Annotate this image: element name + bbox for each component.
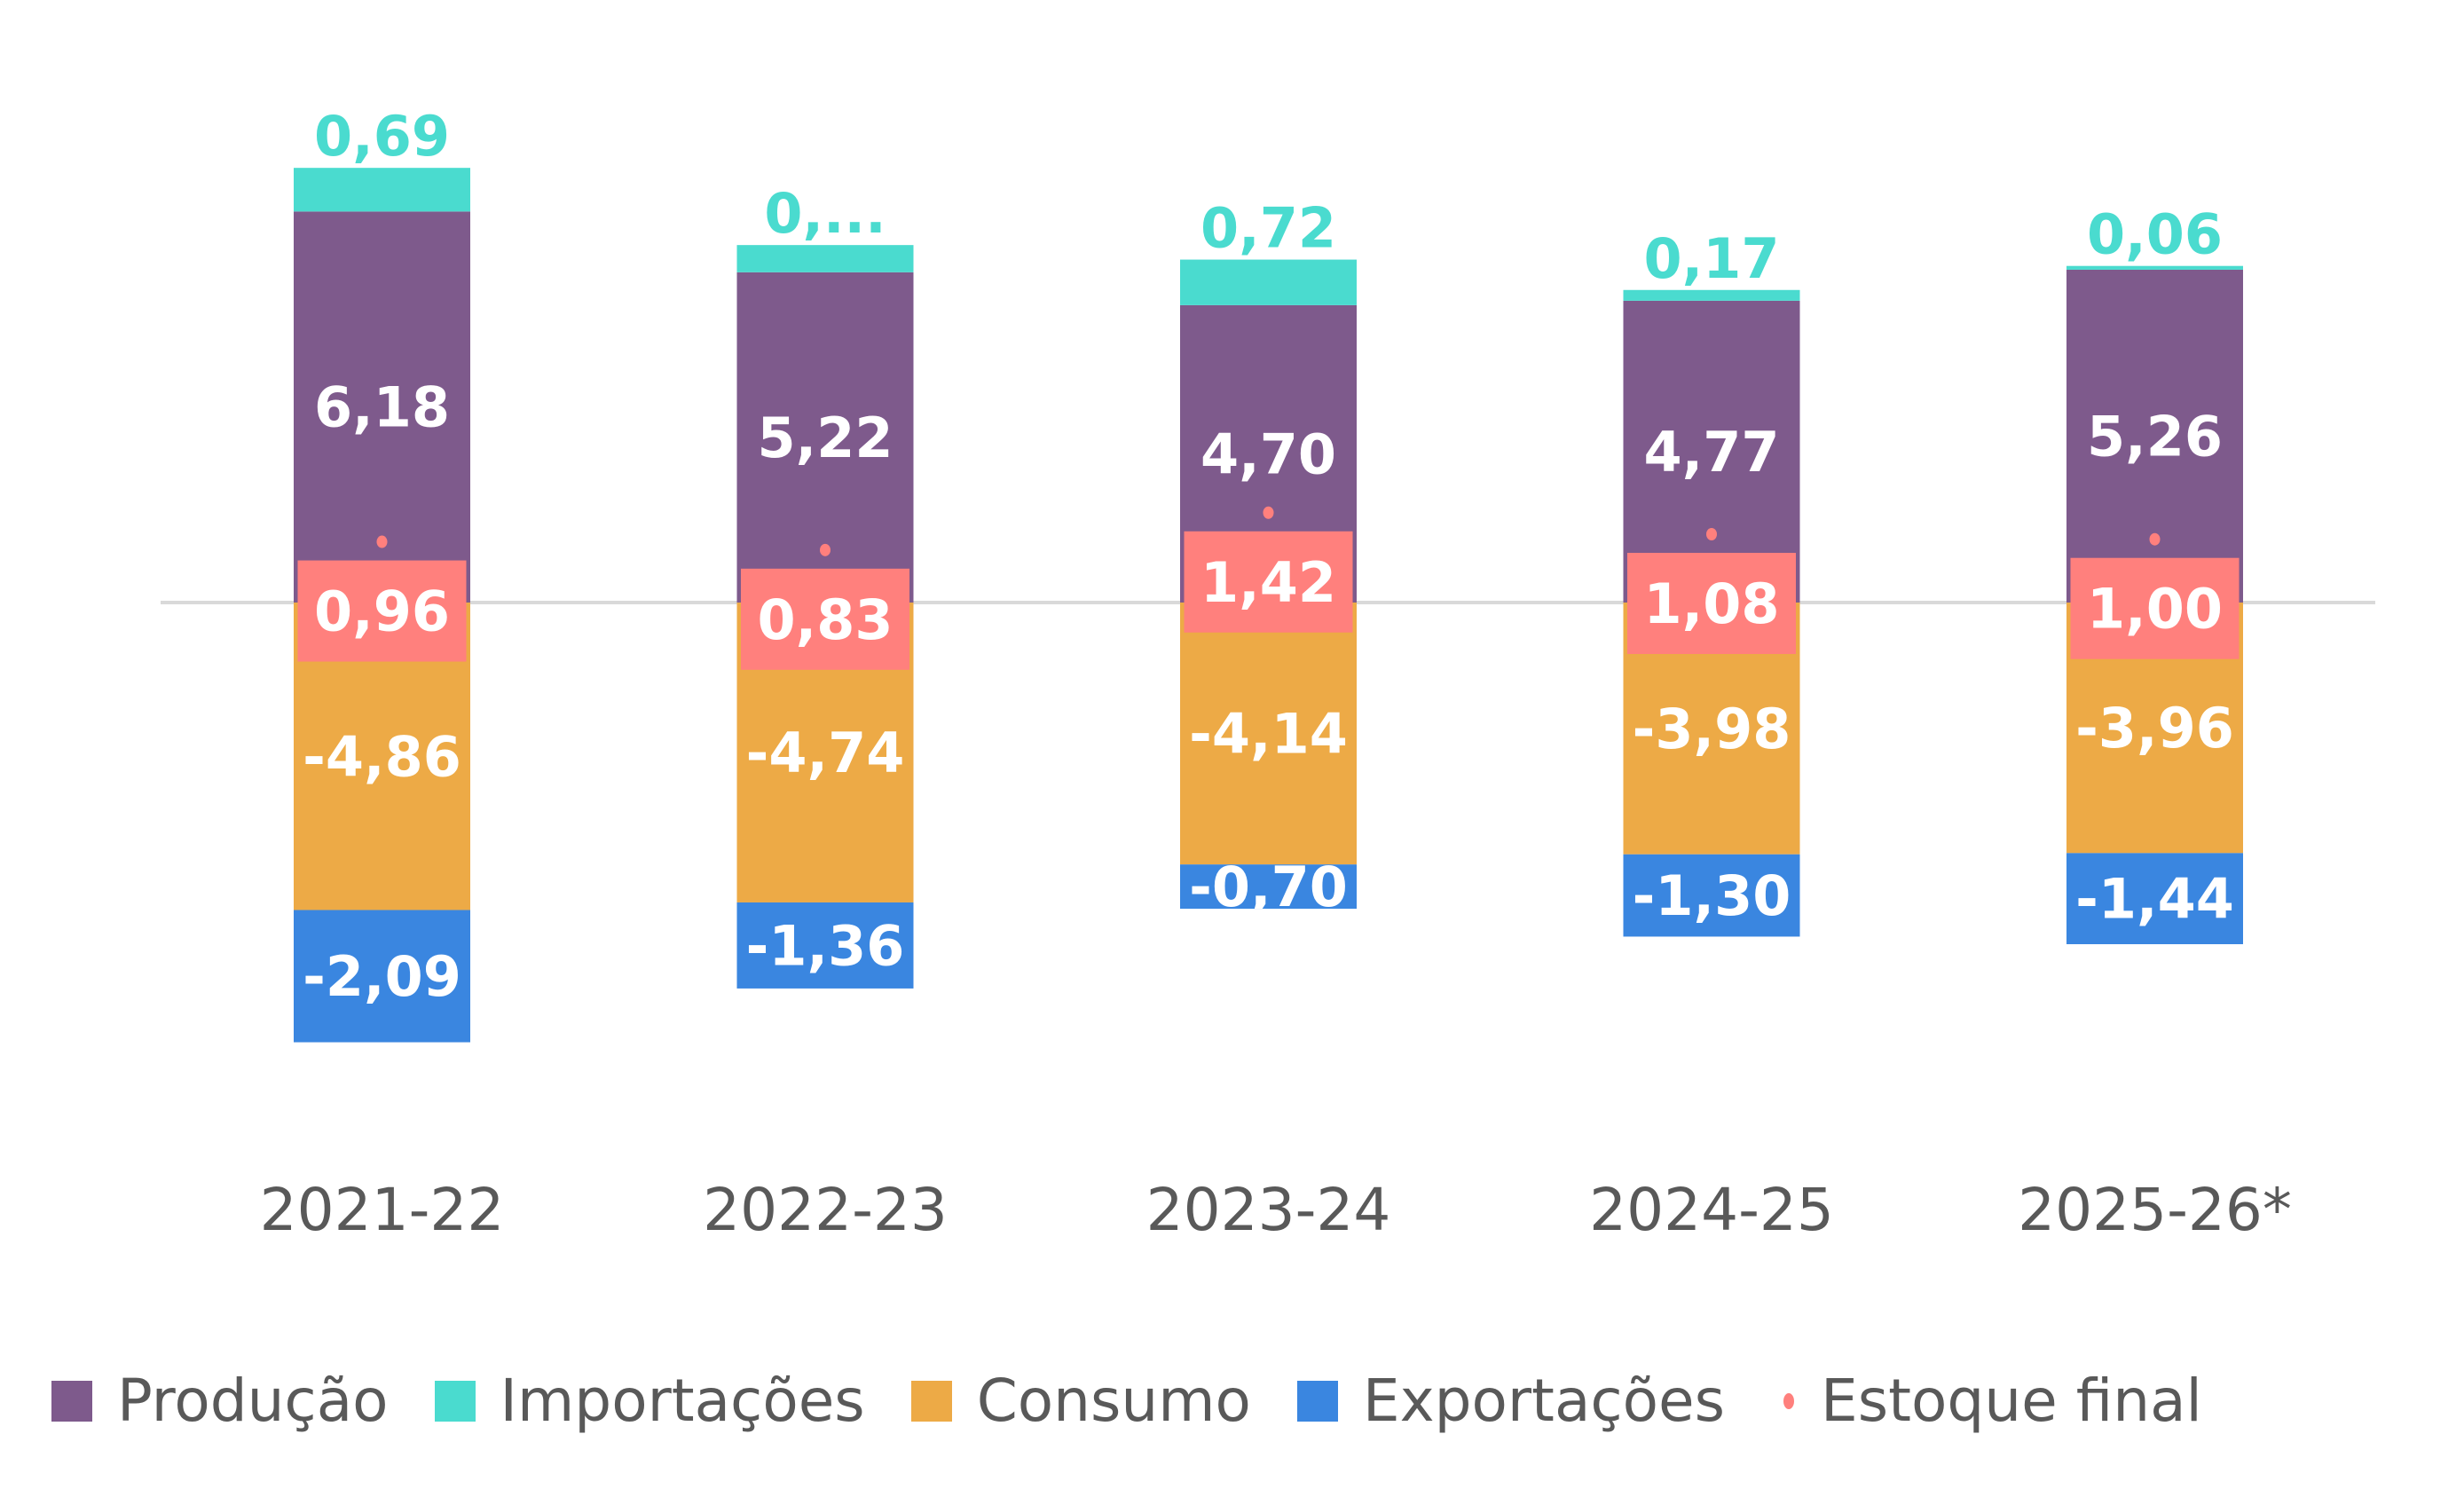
bar-producao (1623, 300, 1800, 603)
category-label: 2023-24 (1146, 1176, 1391, 1244)
bar-producao (2066, 269, 2243, 603)
bar-exportacoes (294, 910, 470, 1043)
legend-item-producao[interactable]: Produção (51, 1367, 389, 1435)
data-label-importacoes: 0,17 (1644, 226, 1780, 291)
bars-group (294, 168, 2243, 1043)
data-label-consumo: -4,14 (1189, 702, 1348, 767)
bar-importacoes (1180, 259, 1357, 305)
data-label-importacoes: 0,... (764, 181, 886, 246)
data-label-exportacoes: -0,70 (1189, 855, 1348, 919)
labels-group: 6,18 0,69 -4,86 -2,09 0,96 5,22 0,... -4,74 -1,3… (297, 104, 2240, 1009)
legend-label: Consumo (976, 1367, 1251, 1435)
bar-exportacoes (2066, 853, 2243, 945)
data-label-producao: 4,77 (1644, 420, 1780, 485)
data-label-importacoes: 0,06 (2087, 202, 2223, 267)
bar-consumo (1180, 603, 1357, 865)
legend-item-estoque-final[interactable]: Estoque final (1771, 1367, 2202, 1435)
bar-exportacoes (736, 902, 914, 989)
data-label-consumo: -4,86 (303, 724, 461, 789)
data-label-importacoes: 0,72 (1201, 196, 1336, 261)
bar-importacoes (1623, 289, 1800, 301)
legend-item-importacoes[interactable]: Importações (434, 1367, 865, 1435)
bar-exportacoes (1623, 854, 1800, 937)
data-label-exportacoes: -1,44 (2075, 867, 2234, 932)
data-label-exportacoes: -2,09 (303, 944, 461, 1009)
legend-swatch-consumo (910, 1380, 952, 1422)
data-label-estoque-final: 1,08 (1644, 571, 1780, 636)
legend-label: Estoque final (1821, 1367, 2202, 1435)
category-label: 2022-23 (703, 1176, 948, 1244)
data-label-box-estoque-final (2070, 557, 2240, 659)
category-labels: 2021-22 2022-23 2023-24 2024-25 2025-26* (260, 1176, 2292, 1244)
point-estoque-final (376, 535, 388, 548)
data-label-consumo: -4,74 (746, 721, 905, 785)
point-estoque-final (2149, 532, 2161, 546)
category-label: 2021-22 (260, 1176, 505, 1244)
data-label-producao: 6,18 (314, 375, 450, 440)
legend-label: Exportações (1362, 1367, 1726, 1435)
bar-importacoes (2066, 265, 2243, 270)
bar-importacoes (736, 245, 914, 272)
data-label-estoque-final: 0,96 (314, 579, 450, 644)
data-label-consumo: -3,96 (2075, 696, 2234, 760)
bar-importacoes (294, 168, 470, 212)
point-estoque-final (1706, 527, 1717, 540)
data-label-estoque-final: 1,00 (2087, 577, 2223, 642)
legend: Produção Importações Consumo Exportações… (51, 1367, 2248, 1435)
point-estoque-final (1263, 506, 1274, 519)
data-label-box-estoque-final (297, 560, 467, 662)
data-label-exportacoes: -1,36 (746, 913, 905, 978)
data-label-producao: 5,22 (758, 406, 893, 470)
legend-item-consumo[interactable]: Consumo (910, 1367, 1251, 1435)
data-label-producao: 4,70 (1201, 422, 1336, 486)
legend-label: Importações (500, 1367, 865, 1435)
legend-dot-estoque-final (1783, 1392, 1795, 1409)
data-label-estoque-final: 1,42 (1201, 550, 1336, 615)
data-label-box-estoque-final (1184, 531, 1353, 633)
point-estoque-final (820, 543, 831, 556)
legend-item-exportacoes[interactable]: Exportações (1296, 1367, 1726, 1435)
data-label-box-estoque-final (741, 568, 909, 670)
legend-label: Produção (117, 1367, 389, 1435)
legend-swatch-exportacoes (1296, 1380, 1338, 1422)
data-label-exportacoes: -1,30 (1633, 863, 1791, 928)
bar-exportacoes (1180, 864, 1357, 910)
legend-swatch-importacoes (434, 1380, 476, 1422)
category-label: 2024-25 (1589, 1176, 1834, 1244)
category-label: 2025-26* (2018, 1176, 2292, 1244)
legend-swatch-producao (51, 1380, 92, 1422)
data-label-box-estoque-final (1627, 552, 1796, 654)
data-label-importacoes: 0,69 (314, 104, 450, 169)
data-label-producao: 5,26 (2087, 404, 2223, 469)
data-label-consumo: -3,98 (1633, 697, 1791, 761)
data-label-estoque-final: 0,83 (758, 587, 893, 652)
